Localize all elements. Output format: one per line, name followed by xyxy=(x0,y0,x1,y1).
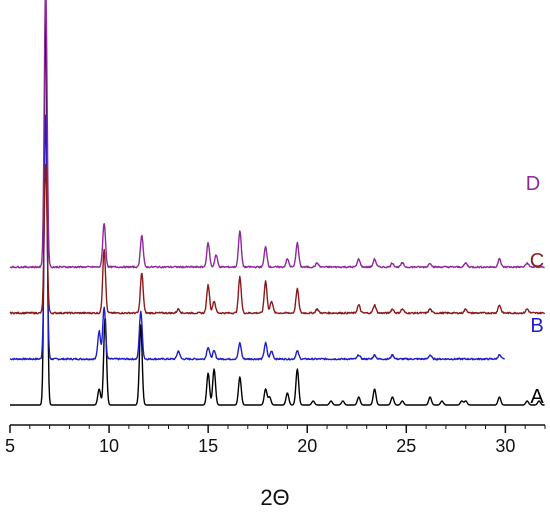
traces xyxy=(9,0,546,406)
x-axis-ticks: 5 10 15 20 25 30 xyxy=(5,425,546,456)
series-label-D: D xyxy=(526,173,540,195)
x-tick-label: 20 xyxy=(297,436,317,456)
series-label-B: B xyxy=(530,315,543,337)
x-axis-title: 2Θ xyxy=(260,485,289,510)
series-labels: A B C D xyxy=(526,173,545,408)
series-label-C: C xyxy=(530,250,544,272)
x-axis: 5 10 15 20 25 30 xyxy=(5,424,546,456)
trace-B xyxy=(9,114,505,361)
x-tick-label: 5 xyxy=(5,436,15,456)
x-tick-label: 10 xyxy=(99,436,119,456)
trace-D xyxy=(9,0,545,269)
series-label-A: A xyxy=(530,386,544,408)
trace-A xyxy=(9,11,545,406)
x-tick-label: 15 xyxy=(198,436,218,456)
x-tick-label: 30 xyxy=(495,436,515,456)
x-tick-label: 25 xyxy=(396,436,416,456)
trace-C xyxy=(9,163,546,315)
